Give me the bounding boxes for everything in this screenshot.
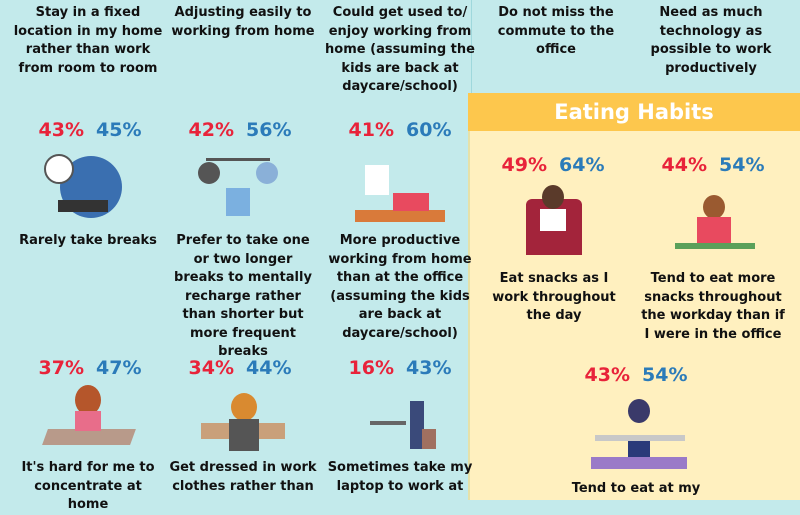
office-percent: 47%	[96, 357, 142, 379]
wfh-percent: 43%	[38, 119, 84, 141]
stat-label: Tend to eat more snacks throughout the w…	[641, 271, 785, 342]
stat-percentages: 37% 47%	[33, 357, 148, 379]
snacks-person-illustration	[675, 195, 755, 255]
wfh-percent: 16%	[348, 357, 394, 379]
stat-label: Do not miss the commute to the office	[497, 5, 615, 57]
productive-person-illustration	[355, 155, 445, 223]
stat-label: It's hard for me to concentrate at home	[21, 460, 155, 512]
eating-at-desk-illustration	[591, 395, 687, 470]
office-percent: 45%	[96, 119, 142, 141]
office-percent: 54%	[719, 154, 765, 176]
wfh-percent: 43%	[584, 364, 630, 386]
laptop-cafe-illustration	[360, 385, 440, 453]
snacking-person-illustration	[526, 185, 582, 255]
office-percent: 43%	[406, 357, 452, 379]
wfh-percent: 34%	[188, 357, 234, 379]
eating-habits-panel	[468, 93, 800, 500]
office-percent: 64%	[559, 154, 605, 176]
stat-label: Need as much technology as possible to w…	[650, 5, 772, 76]
stat-label: Get dressed in work clothes rather than	[169, 460, 317, 494]
stat-label: Eat snacks as I work throughout the day	[492, 271, 616, 323]
office-percent: 44%	[246, 357, 292, 379]
office-percent: 56%	[246, 119, 292, 141]
column-divider	[471, 0, 472, 93]
stat-percentages: 16% 43%	[343, 357, 458, 379]
stat-label: Stay in a fixed location in my home rath…	[13, 5, 163, 76]
wfh-percent: 42%	[188, 119, 234, 141]
stat-percentages: 49% 64%	[496, 154, 611, 176]
wfh-percent: 44%	[661, 154, 707, 176]
stat-label: More productive working from home than a…	[328, 233, 472, 341]
stat-percentages: 34% 44%	[183, 357, 298, 379]
stat-label: Prefer to take one or two longer breaks …	[174, 233, 312, 359]
stat-percentages: 42% 56%	[183, 119, 298, 141]
balance-scale-illustration	[198, 148, 278, 218]
wfh-percent: 37%	[38, 357, 84, 379]
stat-label: Tend to eat at my	[571, 481, 701, 496]
stressed-person-illustration	[42, 385, 136, 453]
stat-label: Sometimes take my laptop to work at	[327, 460, 473, 494]
wfh-percent: 49%	[501, 154, 547, 176]
office-percent: 54%	[642, 364, 688, 386]
eating-habits-header: Eating Habits	[468, 93, 800, 131]
stat-label: Adjusting easily to working from home	[171, 5, 315, 39]
office-percent: 60%	[406, 119, 452, 141]
stat-percentages: 43% 54%	[579, 364, 694, 386]
stat-percentages: 44% 54%	[656, 154, 771, 176]
stat-percentages: 43% 45%	[33, 119, 148, 141]
stat-percentages: 41% 60%	[343, 119, 458, 141]
dressed-person-illustration	[201, 385, 285, 453]
wfh-percent: 41%	[348, 119, 394, 141]
stat-label: Rarely take breaks	[19, 233, 157, 248]
stat-label: Could get used to/ enjoy working from ho…	[325, 5, 475, 94]
person-at-laptop-illustration	[44, 152, 128, 222]
